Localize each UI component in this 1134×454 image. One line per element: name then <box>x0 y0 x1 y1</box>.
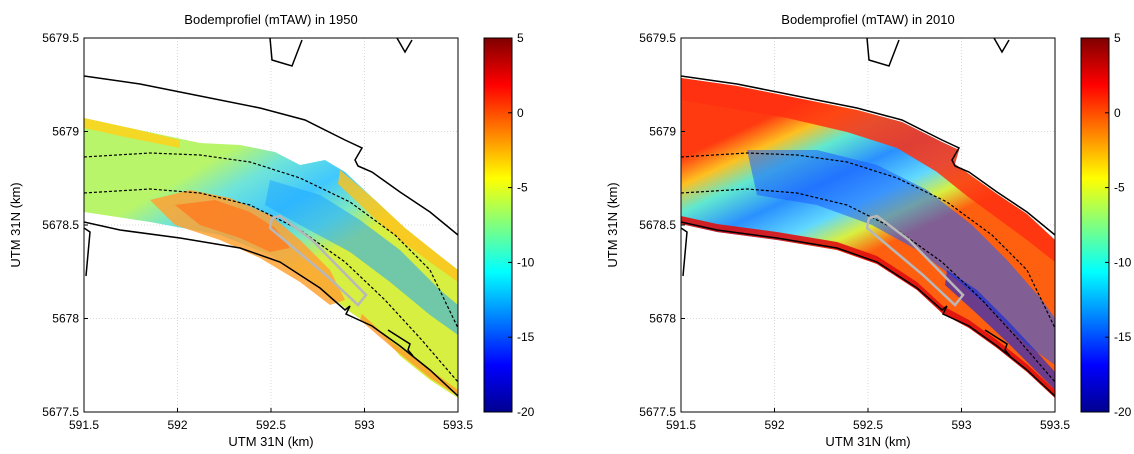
colorbar-gradient <box>483 37 513 413</box>
bank-edge-north <box>338 170 458 282</box>
fairway-line-north <box>681 152 1055 329</box>
y-tick-label: 5679 <box>52 125 79 139</box>
y-tick-label: 5678 <box>649 312 676 326</box>
colorbar-tick-label: -15 <box>517 330 535 344</box>
x-tick-label: 592.5 <box>853 418 883 432</box>
bathymetry-surface <box>84 118 458 398</box>
map-panel-2010: Bodemprofiel (mTAW) in 2010 591.5 592 59… <box>605 12 1132 449</box>
x-axis: 591.5 592 592.5 593 593.5 UTM 31N (km) <box>666 408 1070 449</box>
y-axis: 5677.5 5678 5678.5 5679 5679.5 UTM 31N (… <box>8 31 88 419</box>
colorbar-tick-label: -15 <box>1114 330 1132 344</box>
y-axis-label: UTM 31N (km) <box>8 182 23 267</box>
y-tick-label: 5679.5 <box>42 31 79 45</box>
y-axis-label: UTM 31N (km) <box>605 182 620 267</box>
shoreline-left-stub <box>681 227 688 277</box>
y-tick-label: 5679 <box>649 125 676 139</box>
colorbar-tick-label: 0 <box>517 106 524 120</box>
y-tick-label: 5677.5 <box>42 405 79 419</box>
shoreline-north <box>84 75 458 236</box>
colorbar-tick-label: -10 <box>1114 255 1132 269</box>
shoreline-south <box>84 221 458 397</box>
colorbar-tick-label: -5 <box>1114 181 1125 195</box>
shoreline-north <box>681 75 1055 236</box>
y-tick-label: 5678 <box>52 312 79 326</box>
dock-structure <box>269 38 414 357</box>
disposal-zone-outline <box>268 214 368 307</box>
x-tick-label: 592 <box>764 418 784 432</box>
dock-structure <box>866 38 1011 357</box>
panel-title: Bodemprofiel (mTAW) in 2010 <box>781 12 954 27</box>
y-axis: 5677.5 5678 5678.5 5679 5679.5 UTM 31N (… <box>605 31 685 419</box>
shoreline-left-stub <box>84 227 91 277</box>
shoal-core <box>175 200 290 252</box>
colorbar-tick-label: 5 <box>517 31 524 45</box>
y-tick-label: 5678.5 <box>639 218 676 232</box>
x-axis-label: UTM 31N (km) <box>825 434 910 449</box>
panel-title: Bodemprofiel (mTAW) in 1950 <box>184 12 357 27</box>
fairway-line-south <box>84 188 458 383</box>
colorbar-tick-label: -5 <box>517 181 528 195</box>
y-tick-label: 5679.5 <box>639 31 676 45</box>
x-axis: 591.5 592 592.5 593 593.5 UTM 31N (km) <box>69 408 473 449</box>
channel-deep <box>747 150 1055 365</box>
bank-north-red <box>681 78 1055 262</box>
colorbar-tick-label: -20 <box>1114 405 1132 419</box>
x-tick-label: 593.5 <box>443 418 473 432</box>
channel-core <box>945 270 1055 390</box>
x-tick-label: 592.5 <box>256 418 286 432</box>
x-tick-label: 593 <box>354 418 374 432</box>
colorbar-gradient <box>1080 37 1110 413</box>
shoreline-south <box>681 221 1055 397</box>
channel-deep <box>265 180 458 335</box>
colorbar-tick-label: -10 <box>517 255 535 269</box>
bank-edge-south <box>360 314 458 396</box>
plot-area <box>681 38 1055 412</box>
x-tick-label: 593.5 <box>1040 418 1070 432</box>
x-tick-label: 591.5 <box>666 418 696 432</box>
bank-edge-west <box>84 118 180 148</box>
colorbar-tick-label: 0 <box>1114 106 1121 120</box>
colorbar: 5 0 -5 -10 -15 -20 <box>483 31 535 419</box>
colorbar-tick-label: -20 <box>517 405 535 419</box>
x-axis-label: UTM 31N (km) <box>228 434 313 449</box>
x-tick-label: 591.5 <box>69 418 99 432</box>
x-tick-label: 593 <box>951 418 971 432</box>
y-tick-label: 5678.5 <box>42 218 79 232</box>
fairway-line-north <box>84 152 458 329</box>
colorbar: 5 0 -5 -10 -15 -20 <box>1080 31 1132 419</box>
fairway-line-south <box>681 188 1055 383</box>
y-tick-label: 5677.5 <box>639 405 676 419</box>
colorbar-tick-label: 5 <box>1114 31 1121 45</box>
map-panel-1950: Bodemprofiel (mTAW) in 1950 59 <box>8 12 535 449</box>
x-tick-label: 592 <box>167 418 187 432</box>
disposal-zone-outline <box>865 214 965 307</box>
plot-area <box>84 38 458 412</box>
